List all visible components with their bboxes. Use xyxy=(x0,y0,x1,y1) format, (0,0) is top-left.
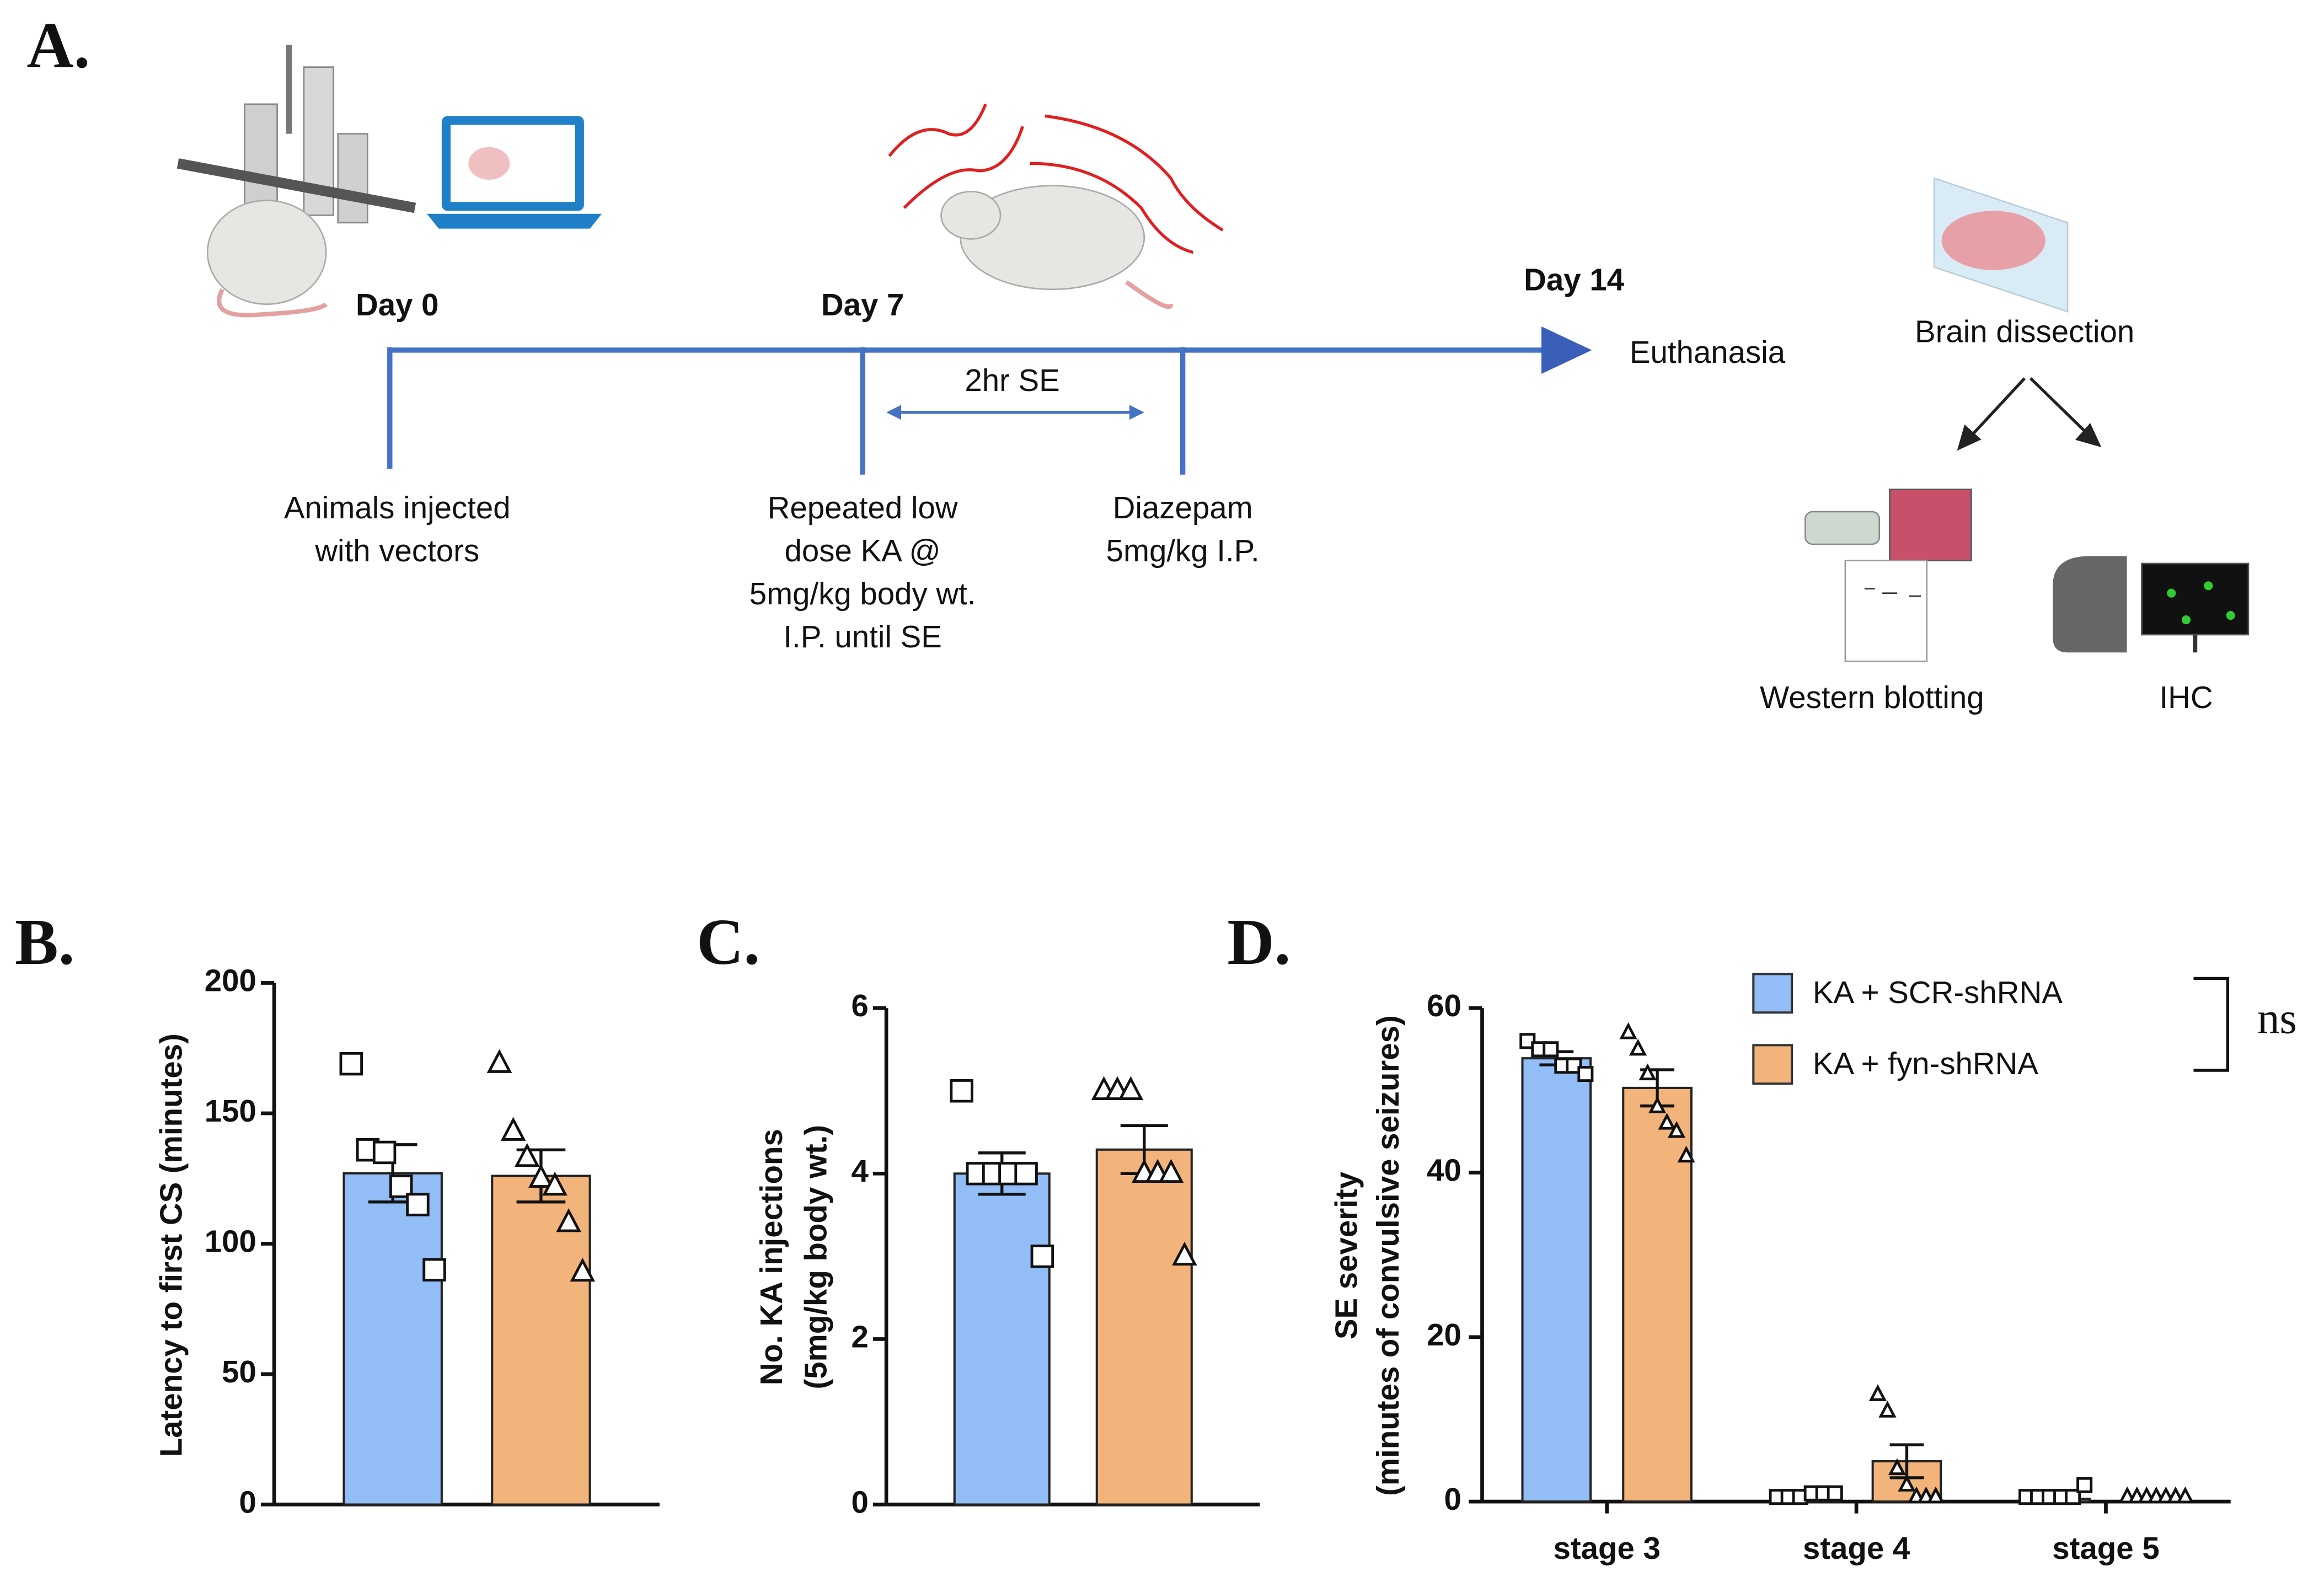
data-point xyxy=(1898,1474,1916,1492)
data-point xyxy=(500,1117,526,1141)
y-axis-label: No. KA injections xyxy=(754,1129,789,1385)
data-point xyxy=(2065,1489,2081,1505)
assay-label: Western blotting xyxy=(1760,680,1984,715)
y-tick-label: 150 xyxy=(205,1093,256,1128)
data-point xyxy=(556,1208,582,1232)
y-tick-label: 20 xyxy=(1427,1317,1461,1352)
bar xyxy=(953,1172,1051,1506)
annotation: ns xyxy=(2257,994,2297,1043)
day-label: Day 0 xyxy=(356,287,439,322)
bar xyxy=(342,1172,443,1506)
data-point xyxy=(1868,1384,1887,1401)
legend-swatch xyxy=(1752,973,1793,1014)
panel-label: A. xyxy=(26,9,90,82)
data-point xyxy=(1658,1113,1676,1130)
step-description: 5mg/kg I.P. xyxy=(1106,533,1260,568)
step-description: I.P. until SE xyxy=(783,619,942,654)
step-description: Repeated low xyxy=(768,490,958,525)
interval-arrow xyxy=(886,405,1144,420)
data-point xyxy=(486,1049,512,1073)
data-point xyxy=(406,1193,430,1216)
step-description: with vectors xyxy=(314,533,479,568)
data-point xyxy=(542,1171,567,1196)
panel-label: D. xyxy=(1227,906,1290,978)
data-point xyxy=(1667,1120,1686,1138)
data-point xyxy=(339,1052,363,1076)
y-axis-label: (minutes of convulsive seizures) xyxy=(1370,1015,1405,1496)
data-point xyxy=(1577,1066,1594,1082)
data-point xyxy=(1014,1162,1038,1186)
data-point xyxy=(514,1143,540,1167)
data-point xyxy=(570,1257,596,1282)
legend-label: KA + fyn-shRNA xyxy=(1813,1046,2039,1081)
y-tick-label: 2 xyxy=(851,1319,868,1354)
step-description: Animals injected xyxy=(284,490,511,525)
data-point xyxy=(1827,1485,1843,1501)
data-point xyxy=(2176,1486,2194,1504)
day-label: Day 7 xyxy=(821,287,904,322)
y-axis-label: (5mg/kg body wt.) xyxy=(798,1125,833,1390)
data-point xyxy=(1172,1241,1197,1266)
panel-label: C. xyxy=(697,906,760,978)
data-point xyxy=(2076,1477,2093,1493)
y-tick-label: 100 xyxy=(205,1224,256,1258)
microscope-icon xyxy=(2053,556,2250,653)
data-point xyxy=(528,1163,554,1188)
data-point xyxy=(1648,1096,1667,1113)
y-tick-label: 6 xyxy=(851,988,868,1023)
western-blot-icon xyxy=(1804,489,1972,662)
y-axis-label: SE severity xyxy=(1329,1171,1364,1339)
dissection-label: Brain dissection xyxy=(1915,314,2134,348)
data-point xyxy=(1030,1245,1054,1268)
timeline-arrow xyxy=(1541,326,1592,374)
data-point xyxy=(1158,1159,1184,1183)
endpoint-label: Euthanasia xyxy=(1630,335,1786,369)
data-point xyxy=(1677,1145,1695,1163)
y-tick-label: 200 xyxy=(205,963,256,998)
y-tick-label: 0 xyxy=(851,1484,868,1519)
y-tick-label: 0 xyxy=(239,1484,256,1519)
assay-label: IHC xyxy=(2159,680,2213,715)
data-point xyxy=(1118,1076,1144,1100)
data-point xyxy=(1878,1401,1897,1418)
y-tick-label: 40 xyxy=(1427,1152,1461,1187)
y-tick-label: 4 xyxy=(851,1154,869,1188)
brain-icon xyxy=(1933,177,2069,313)
data-point xyxy=(1888,1458,1907,1476)
step-description: 5mg/kg body wt. xyxy=(749,576,976,611)
data-point xyxy=(372,1140,397,1165)
laptop-icon xyxy=(427,116,602,229)
branch-arrows xyxy=(1957,377,2102,451)
bracket xyxy=(2193,977,2229,1072)
step-description: Diazepam xyxy=(1113,490,1253,525)
step-description: dose KA @ xyxy=(785,533,941,568)
seizure-rat-icon xyxy=(888,103,1224,309)
x-tick-label: stage 5 xyxy=(2052,1531,2159,1565)
x-tick-label: stage 3 xyxy=(1553,1531,1660,1565)
x-tick-label: stage 4 xyxy=(1803,1531,1910,1565)
data-point xyxy=(950,1079,973,1103)
legend-label: KA + SCR-shRNA xyxy=(1813,975,2063,1010)
bar xyxy=(1622,1086,1693,1503)
data-point xyxy=(422,1258,446,1282)
data-point xyxy=(1543,1041,1559,1058)
y-tick-label: 0 xyxy=(1444,1482,1461,1516)
data-point xyxy=(1629,1038,1647,1056)
y-tick-label: 60 xyxy=(1427,988,1461,1023)
data-point xyxy=(1619,1022,1637,1039)
day-label: Day 14 xyxy=(1524,262,1625,297)
y-axis-label: Latency to first CS (minutes) xyxy=(153,1033,188,1457)
bar xyxy=(1521,1057,1592,1503)
panel-label: B. xyxy=(15,906,74,978)
y-tick-label: 50 xyxy=(222,1354,256,1389)
legend-swatch xyxy=(1752,1044,1793,1085)
data-point xyxy=(1926,1486,1945,1504)
bar xyxy=(1095,1148,1193,1506)
data-point xyxy=(1638,1063,1657,1081)
interval-label: 2hr SE xyxy=(965,363,1060,398)
stereotax-icon xyxy=(176,45,416,318)
